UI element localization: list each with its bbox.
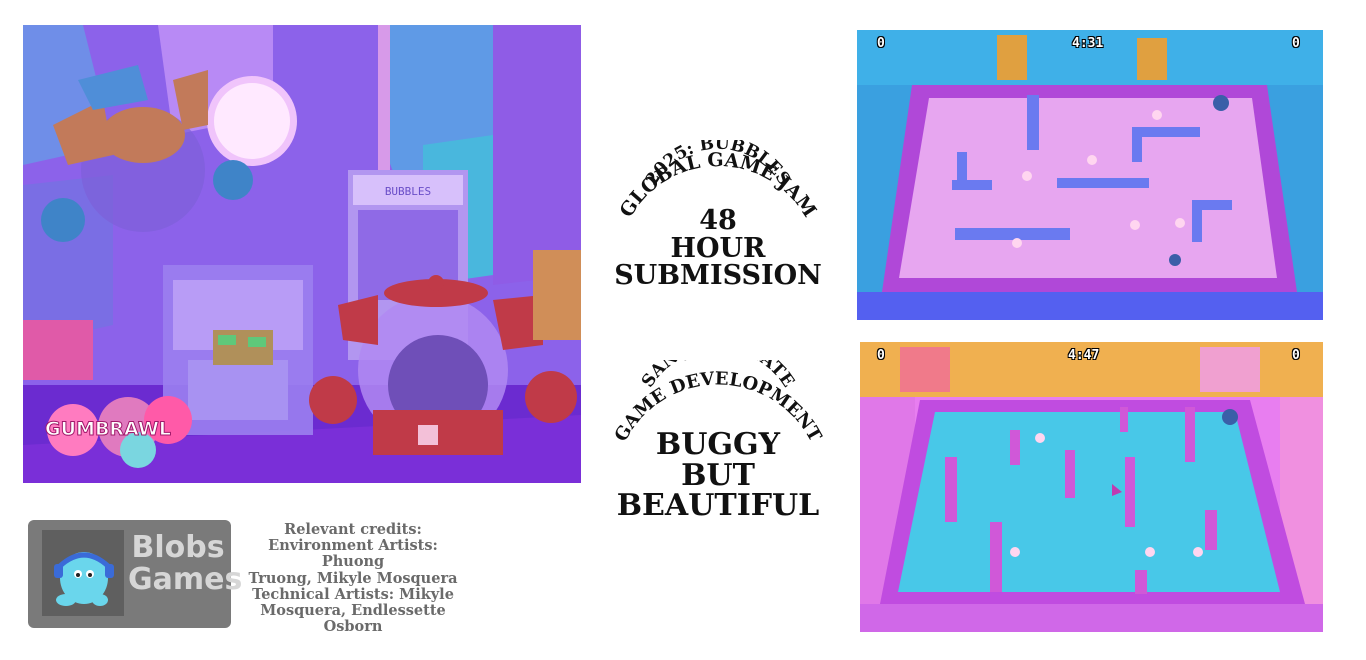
- hero-screenshot: BUBBLES GUM: [23, 25, 581, 483]
- machine-sign: BUBBLES: [385, 185, 431, 198]
- credits-line: Mosquera, Endlessette: [260, 602, 446, 620]
- arena-2: [860, 342, 1323, 632]
- hud-score-left: 0: [877, 348, 885, 363]
- blobs-games-logo: Blobs Games: [28, 520, 243, 628]
- studio-name: Blobs Games: [128, 530, 243, 597]
- credits-line: Osborn: [323, 618, 383, 636]
- jam-line-3: SUBMISSION: [614, 260, 822, 292]
- arena-1: [857, 30, 1323, 320]
- credits-block: Relevant credits: Environment Artists: P…: [238, 521, 468, 636]
- gumbrawl-logo: GUMBRAWL: [45, 418, 171, 440]
- hud-timer: 4:47: [1068, 348, 1100, 363]
- school-arc-title: SAN JOSE STATE GAME DEVELOPMENT: [611, 334, 826, 450]
- tagline-line-3: BEAUTIFUL: [616, 488, 820, 524]
- credits-line: Technical Artists: Mikyle: [252, 585, 454, 603]
- jam-arc-title: 2025: BUBBLES GLOBAL GAME JAM: [612, 133, 824, 230]
- hud-score-left: 0: [877, 36, 885, 51]
- tagline-line-1: BUGGY: [655, 427, 781, 462]
- hero-scene: BUBBLES GUM: [23, 25, 581, 483]
- hud-timer: 4:31: [1072, 36, 1104, 51]
- gameplay-screenshot-2: 0 4:47 0: [860, 342, 1323, 632]
- credits-heading: Relevant credits:: [284, 521, 422, 538]
- hud-score-right: 0: [1292, 348, 1300, 363]
- credits-line: Truong, Mikyle Mosquera: [248, 569, 458, 587]
- hud-score-right: 0: [1292, 36, 1300, 51]
- school-tagline: BUGGY BUT BEAUTIFUL: [612, 427, 824, 524]
- jam-line-2: HOUR: [670, 232, 766, 264]
- studio-name-line-2: Games: [128, 561, 243, 597]
- jam-duration: 48 HOUR SUBMISSION: [612, 207, 824, 290]
- jam-line-1: 48: [699, 205, 737, 236]
- studio-name-line-1: Blobs: [131, 530, 225, 565]
- gameplay-screenshot-1: 0 4:31 0: [857, 30, 1323, 320]
- blob-mascot-icon: [42, 530, 124, 616]
- tagline-line-2: BUT: [681, 457, 755, 493]
- credits-line: Environment Artists: Phuong: [268, 537, 438, 571]
